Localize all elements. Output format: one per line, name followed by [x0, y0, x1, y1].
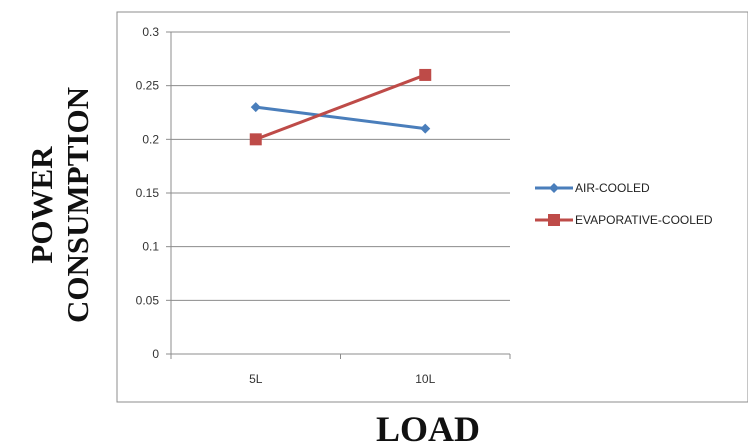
data-point-2-1: [249, 133, 262, 146]
gridlines: [171, 31, 510, 301]
y-tick-label: 0: [152, 347, 159, 361]
y-tick-label: 0.05: [136, 293, 160, 307]
series-line-1: [255, 105, 426, 131]
y-tick-labels: 0 0.05 0.1 0.15 0.2 0.25 0.3: [136, 25, 160, 361]
series-line-2: [255, 73, 426, 141]
x-tick-labels: 5L 10L: [249, 372, 436, 386]
y-tick-label: 0.15: [136, 186, 160, 200]
legend-marker-2: [548, 214, 560, 226]
y-tick-label: 0.1: [142, 240, 159, 254]
y-tick-label: 0.2: [142, 132, 159, 146]
data-point-1-2: [420, 123, 431, 134]
y-tick-label: 0.25: [136, 79, 160, 93]
legend: AIR-COOLED EVAPORATIVE-COOLED: [535, 181, 713, 227]
chart-area-border: [116, 11, 748, 403]
legend-label-1: AIR-COOLED: [575, 181, 650, 195]
y-tick-label: 0.3: [142, 25, 159, 39]
data-point-1-1: [250, 102, 261, 113]
legend-label-2: EVAPORATIVE-COOLED: [575, 213, 713, 227]
data-point-2-2: [419, 68, 432, 81]
x-tick-label: 5L: [249, 372, 263, 386]
legend-marker-1: [549, 183, 559, 193]
x-tick-label: 10L: [415, 372, 435, 386]
axes: [166, 31, 511, 359]
series-lines: [249, 68, 432, 146]
x-axis-title: LOAD: [375, 409, 480, 448]
